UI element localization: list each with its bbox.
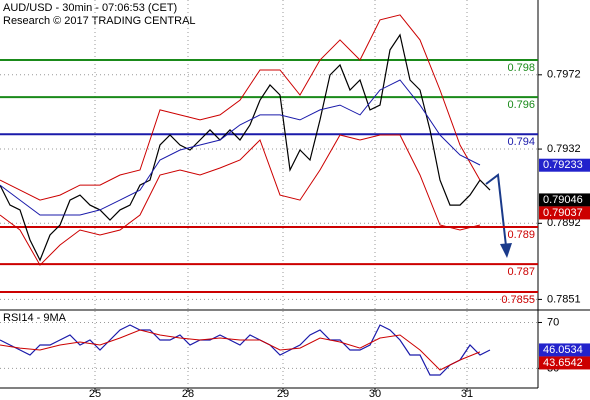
y-tick-label: 0.7972 [547, 69, 581, 81]
price-marker-label: 0.79037 [543, 207, 583, 219]
y-tick-label: 70 [547, 316, 559, 328]
y-tick-label: 0.7892 [547, 217, 581, 229]
rsi-title: RSI14 - 9MA [3, 312, 67, 324]
price-marker [539, 343, 590, 357]
series-line [0, 14, 481, 201]
level-label: 0.789 [507, 229, 535, 241]
series-line [0, 79, 481, 216]
x-tick-label: 31 [461, 388, 473, 400]
x-tick-label: 28 [182, 388, 194, 400]
y-tick-label: 0.7851 [547, 293, 581, 305]
forecast-arrowhead [500, 243, 512, 258]
level-label: 0.796 [507, 99, 535, 111]
chart-subtitle: Research © 2017 TRADING CENTRAL [3, 15, 196, 27]
price-marker [539, 193, 590, 207]
price-marker-label: 43.6542 [543, 357, 583, 369]
x-tick-label: 25 [89, 388, 101, 400]
chart-title: AUD/USD - 30min - 07:06:53 (CET) [3, 2, 177, 14]
series-line [0, 329, 481, 371]
level-label: 0.787 [507, 266, 535, 278]
level-label: 0.798 [507, 62, 535, 74]
price-marker-label: 0.79233 [543, 159, 583, 171]
y-tick-label: 0.7932 [547, 143, 581, 155]
price-marker [539, 356, 590, 370]
x-tick-label: 30 [369, 388, 381, 400]
price-marker [539, 158, 590, 172]
series-line [0, 134, 481, 266]
x-tick-label: 29 [277, 388, 289, 400]
price-marker-label: 0.79046 [543, 194, 583, 206]
series-line [0, 33, 491, 262]
level-label: 0.7855 [501, 294, 535, 306]
level-label: 0.794 [507, 136, 535, 148]
forecast-arrow [485, 173, 507, 247]
price-marker-label: 46.0534 [543, 344, 583, 356]
price-marker [539, 206, 590, 220]
